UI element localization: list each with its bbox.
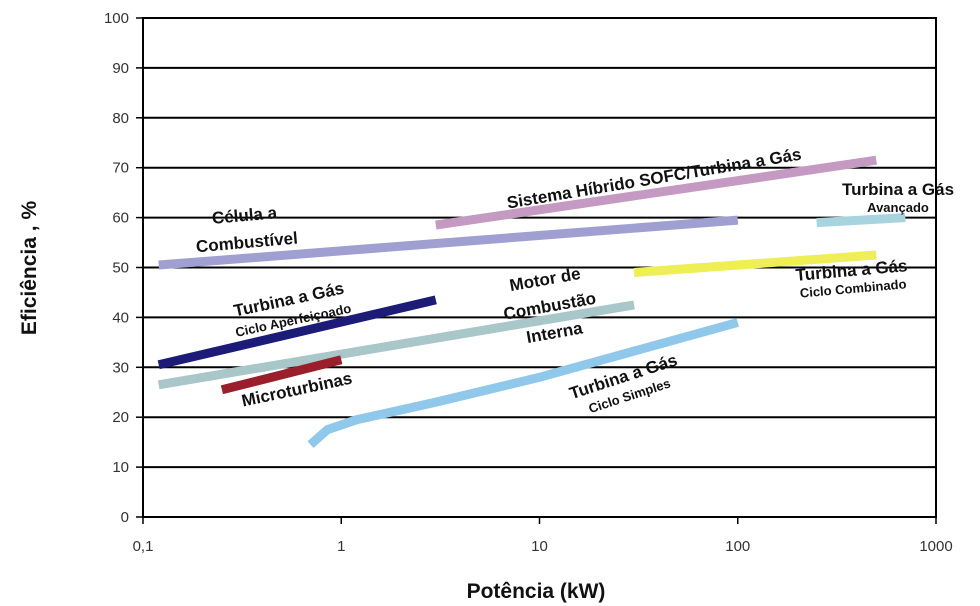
series-line-combined-cycle-gas-turbine bbox=[633, 250, 877, 277]
y-tick-label: 90 bbox=[112, 60, 129, 77]
series-line-internal-combustion-engine bbox=[157, 300, 635, 390]
y-tick-label: 0 bbox=[121, 509, 129, 526]
series-line-fuel-cell bbox=[158, 215, 739, 270]
y-tick-labels: 0 10 20 30 40 50 60 70 80 90 100 bbox=[104, 10, 143, 526]
y-tick-label: 100 bbox=[104, 10, 129, 27]
y-tick-label: 60 bbox=[112, 210, 129, 227]
series-label-line: Turbina a Gás bbox=[842, 180, 954, 199]
x-tick-label: 10 bbox=[531, 538, 548, 555]
series-lines bbox=[157, 155, 906, 448]
x-tick-labels: 0,1 1 10 100 1000 bbox=[133, 517, 953, 555]
y-tick-label: 10 bbox=[112, 459, 129, 476]
series-line-microturbines bbox=[220, 355, 343, 395]
y-tick-label: 50 bbox=[112, 260, 129, 277]
y-tick-label: 70 bbox=[112, 160, 129, 177]
series-label-line: Célula a bbox=[211, 203, 278, 228]
x-tick-label: 1000 bbox=[919, 538, 952, 555]
series-label-line: Motor de bbox=[508, 264, 582, 295]
series-line-simple-cycle-gas-turbine bbox=[307, 318, 740, 448]
series-line-sofc-hybrid bbox=[435, 155, 877, 230]
y-tick-label: 20 bbox=[112, 409, 129, 426]
y-tick-label: 30 bbox=[112, 359, 129, 376]
x-tick-label: 100 bbox=[725, 538, 750, 555]
y-tick-label: 40 bbox=[112, 309, 129, 326]
plot-frame bbox=[142, 17, 937, 518]
x-tick-label: 1 bbox=[337, 538, 345, 555]
series-line-advanced-gas-turbine bbox=[816, 213, 906, 228]
series-line-improved-cycle-gas-turbine bbox=[157, 295, 437, 370]
y-tick-label: 80 bbox=[112, 110, 129, 127]
series-label-line: Avançado bbox=[867, 200, 929, 215]
y-axis-title: Eficiência , % bbox=[18, 201, 41, 336]
x-tick-label: 0,1 bbox=[133, 538, 154, 555]
series-labels: Sistema Híbrido SOFC/Turbina a GásCélula… bbox=[195, 145, 954, 416]
x-axis-title: Potência (kW) bbox=[467, 580, 606, 603]
